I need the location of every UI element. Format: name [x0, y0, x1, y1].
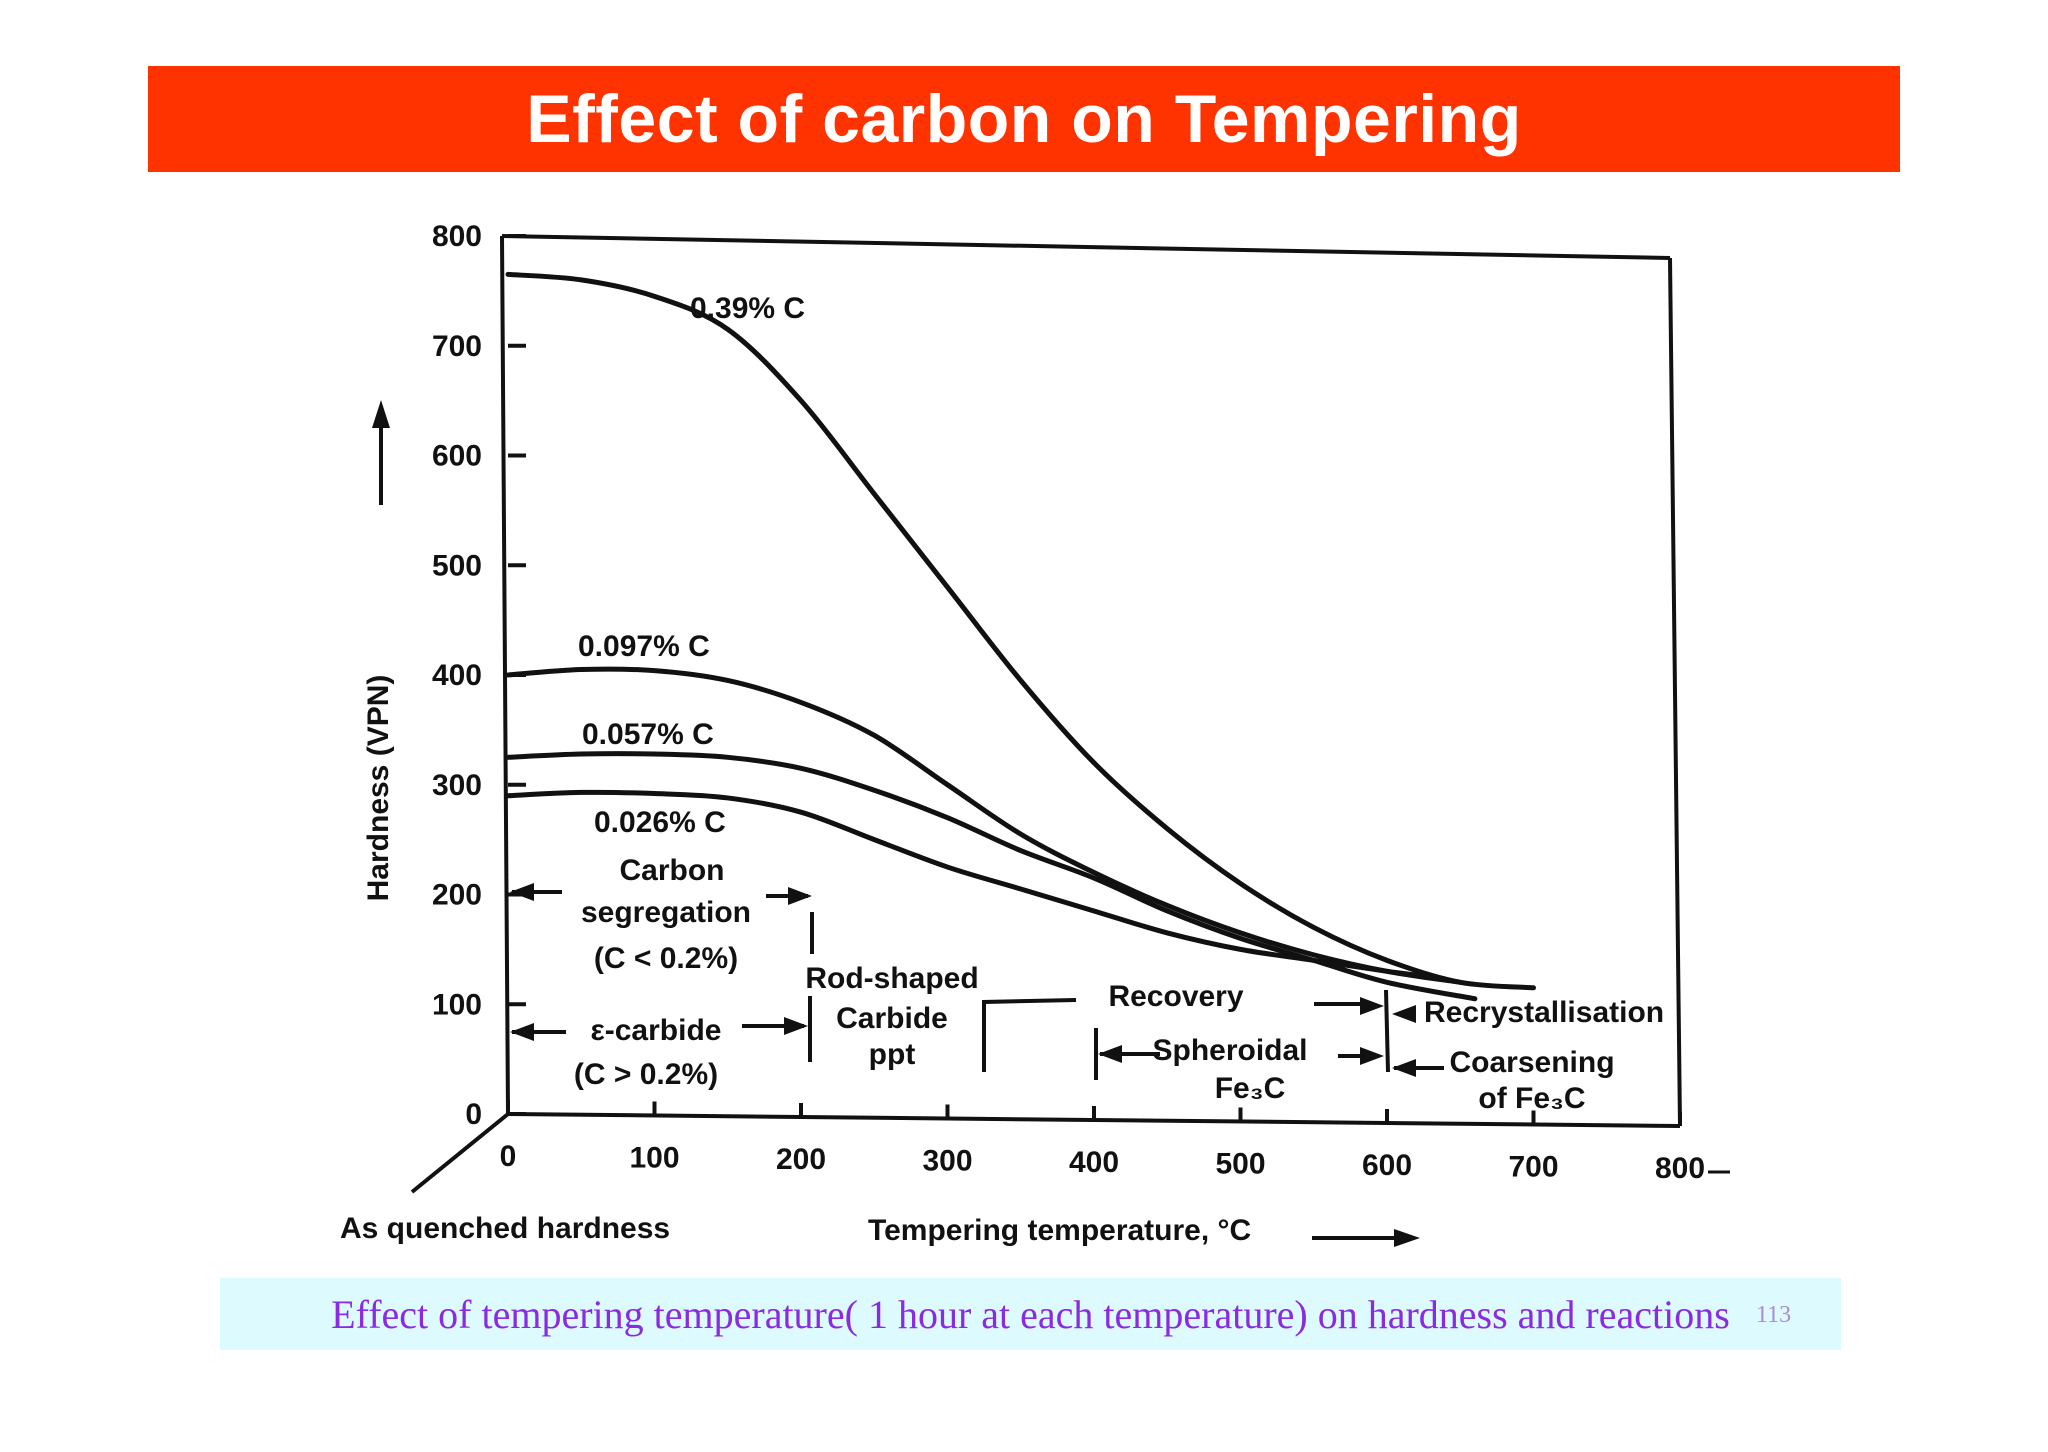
series-label: 0.026% C [594, 806, 726, 839]
recrystallisation-arrowhead [1392, 1005, 1416, 1023]
epsilon-arrowhead-right [784, 1017, 808, 1035]
origin-diagonal [410, 1112, 510, 1194]
annotation-c-lt-02: (C < 0.2%) [594, 942, 738, 975]
y-tick-label: 400 [432, 659, 482, 692]
region-arrows [510, 883, 1444, 1080]
y-axis-label: Hardness (VPN) [362, 675, 395, 902]
y-axis [500, 235, 510, 1115]
recovery-bracket [982, 998, 1077, 1072]
y-tick-label: 0 [465, 1098, 482, 1131]
x-tick-label: 0 [500, 1140, 517, 1173]
annotation-ppt: ppt [869, 1038, 916, 1071]
slide-title-bar: Effect of carbon on Tempering [148, 66, 1900, 172]
x-tick-label: 600 [1362, 1149, 1412, 1182]
x-tick-label: 500 [1215, 1148, 1265, 1181]
y-tick-label: 500 [432, 549, 482, 582]
annotation-epsilon-carbide: ε-carbide [591, 1014, 722, 1047]
y-ticks: 0 100 200 300 400 500 600 700 800 [432, 220, 526, 1131]
x-ticks: 0 100 200 300 400 500 600 700 800 [500, 1100, 1705, 1185]
spheroidal-arrowhead-left [1098, 1045, 1122, 1063]
x-tick-label: 200 [776, 1143, 826, 1176]
x-axis-arrow-head [1394, 1229, 1420, 1247]
annotation-of-fe3c: of Fe₃C [1478, 1082, 1585, 1115]
segregation-arrowhead-left [510, 883, 534, 901]
y-tick-label: 100 [432, 988, 482, 1021]
y-tick-label: 700 [432, 330, 482, 363]
series-labels: 0.39% C 0.097% C 0.057% C 0.026% C [578, 292, 805, 839]
y-axis-arrow-head [372, 400, 390, 428]
boundary-600 [1384, 989, 1390, 1073]
series-line [505, 789, 1434, 980]
x-tick-label: 100 [629, 1142, 679, 1175]
series-label: 0.39% C [690, 292, 805, 325]
y-tick-label: 300 [432, 769, 482, 802]
x-tick-label: 400 [1069, 1146, 1119, 1179]
annotation-recrystallisation: Recrystallisation [1424, 996, 1664, 1029]
y-tick-label: 800 [432, 220, 482, 253]
page-number: 113 [1756, 1302, 1792, 1328]
figure-caption: Effect of tempering temperature( 1 hour … [220, 1278, 1841, 1350]
x-axis-label: Tempering temperature, °C [868, 1214, 1251, 1247]
annotation-recovery: Recovery [1108, 980, 1243, 1013]
annotation-segregation: segregation [581, 896, 751, 929]
epsilon-arrowhead-left [510, 1023, 534, 1041]
annotation-rod-shaped: Rod-shaped [805, 962, 978, 995]
annotation-c-gt-02: (C > 0.2%) [574, 1058, 718, 1091]
annotation-fe3c: Fe₃C [1215, 1072, 1286, 1105]
region-annotations: Carbon segregation (C < 0.2%) ε-carbide … [574, 854, 1664, 1115]
annotation-carbide: Carbide [836, 1002, 948, 1035]
series-label: 0.097% C [578, 630, 710, 663]
annotation-carbon: Carbon [620, 854, 725, 887]
series-lines [505, 271, 1536, 1002]
annotation-coarsening: Coarsening [1449, 1046, 1614, 1079]
x-tick-label: 800 [1655, 1152, 1705, 1185]
series-line [505, 271, 1536, 991]
series-label: 0.057% C [582, 718, 714, 751]
coarsening-arrowhead [1392, 1059, 1416, 1077]
recovery-arrowhead-right [1360, 997, 1384, 1015]
plot-frame-right [1668, 257, 1682, 1127]
figure-caption-text: Effect of tempering temperature( 1 hour … [331, 1291, 1730, 1337]
series-line [505, 666, 1463, 985]
plot-frame-top [501, 234, 1671, 260]
annotation-spheroidal: Spheroidal [1152, 1034, 1307, 1067]
slide-title: Effect of carbon on Tempering [526, 81, 1522, 157]
origin-label: As quenched hardness [340, 1212, 670, 1245]
x-tick-label: 300 [922, 1145, 972, 1178]
y-tick-label: 600 [432, 440, 482, 473]
y-tick-label: 200 [432, 879, 482, 912]
segregation-arrowhead-right [788, 887, 812, 905]
spheroidal-arrowhead-right [1360, 1047, 1384, 1065]
x-tick-label: 700 [1508, 1151, 1558, 1184]
